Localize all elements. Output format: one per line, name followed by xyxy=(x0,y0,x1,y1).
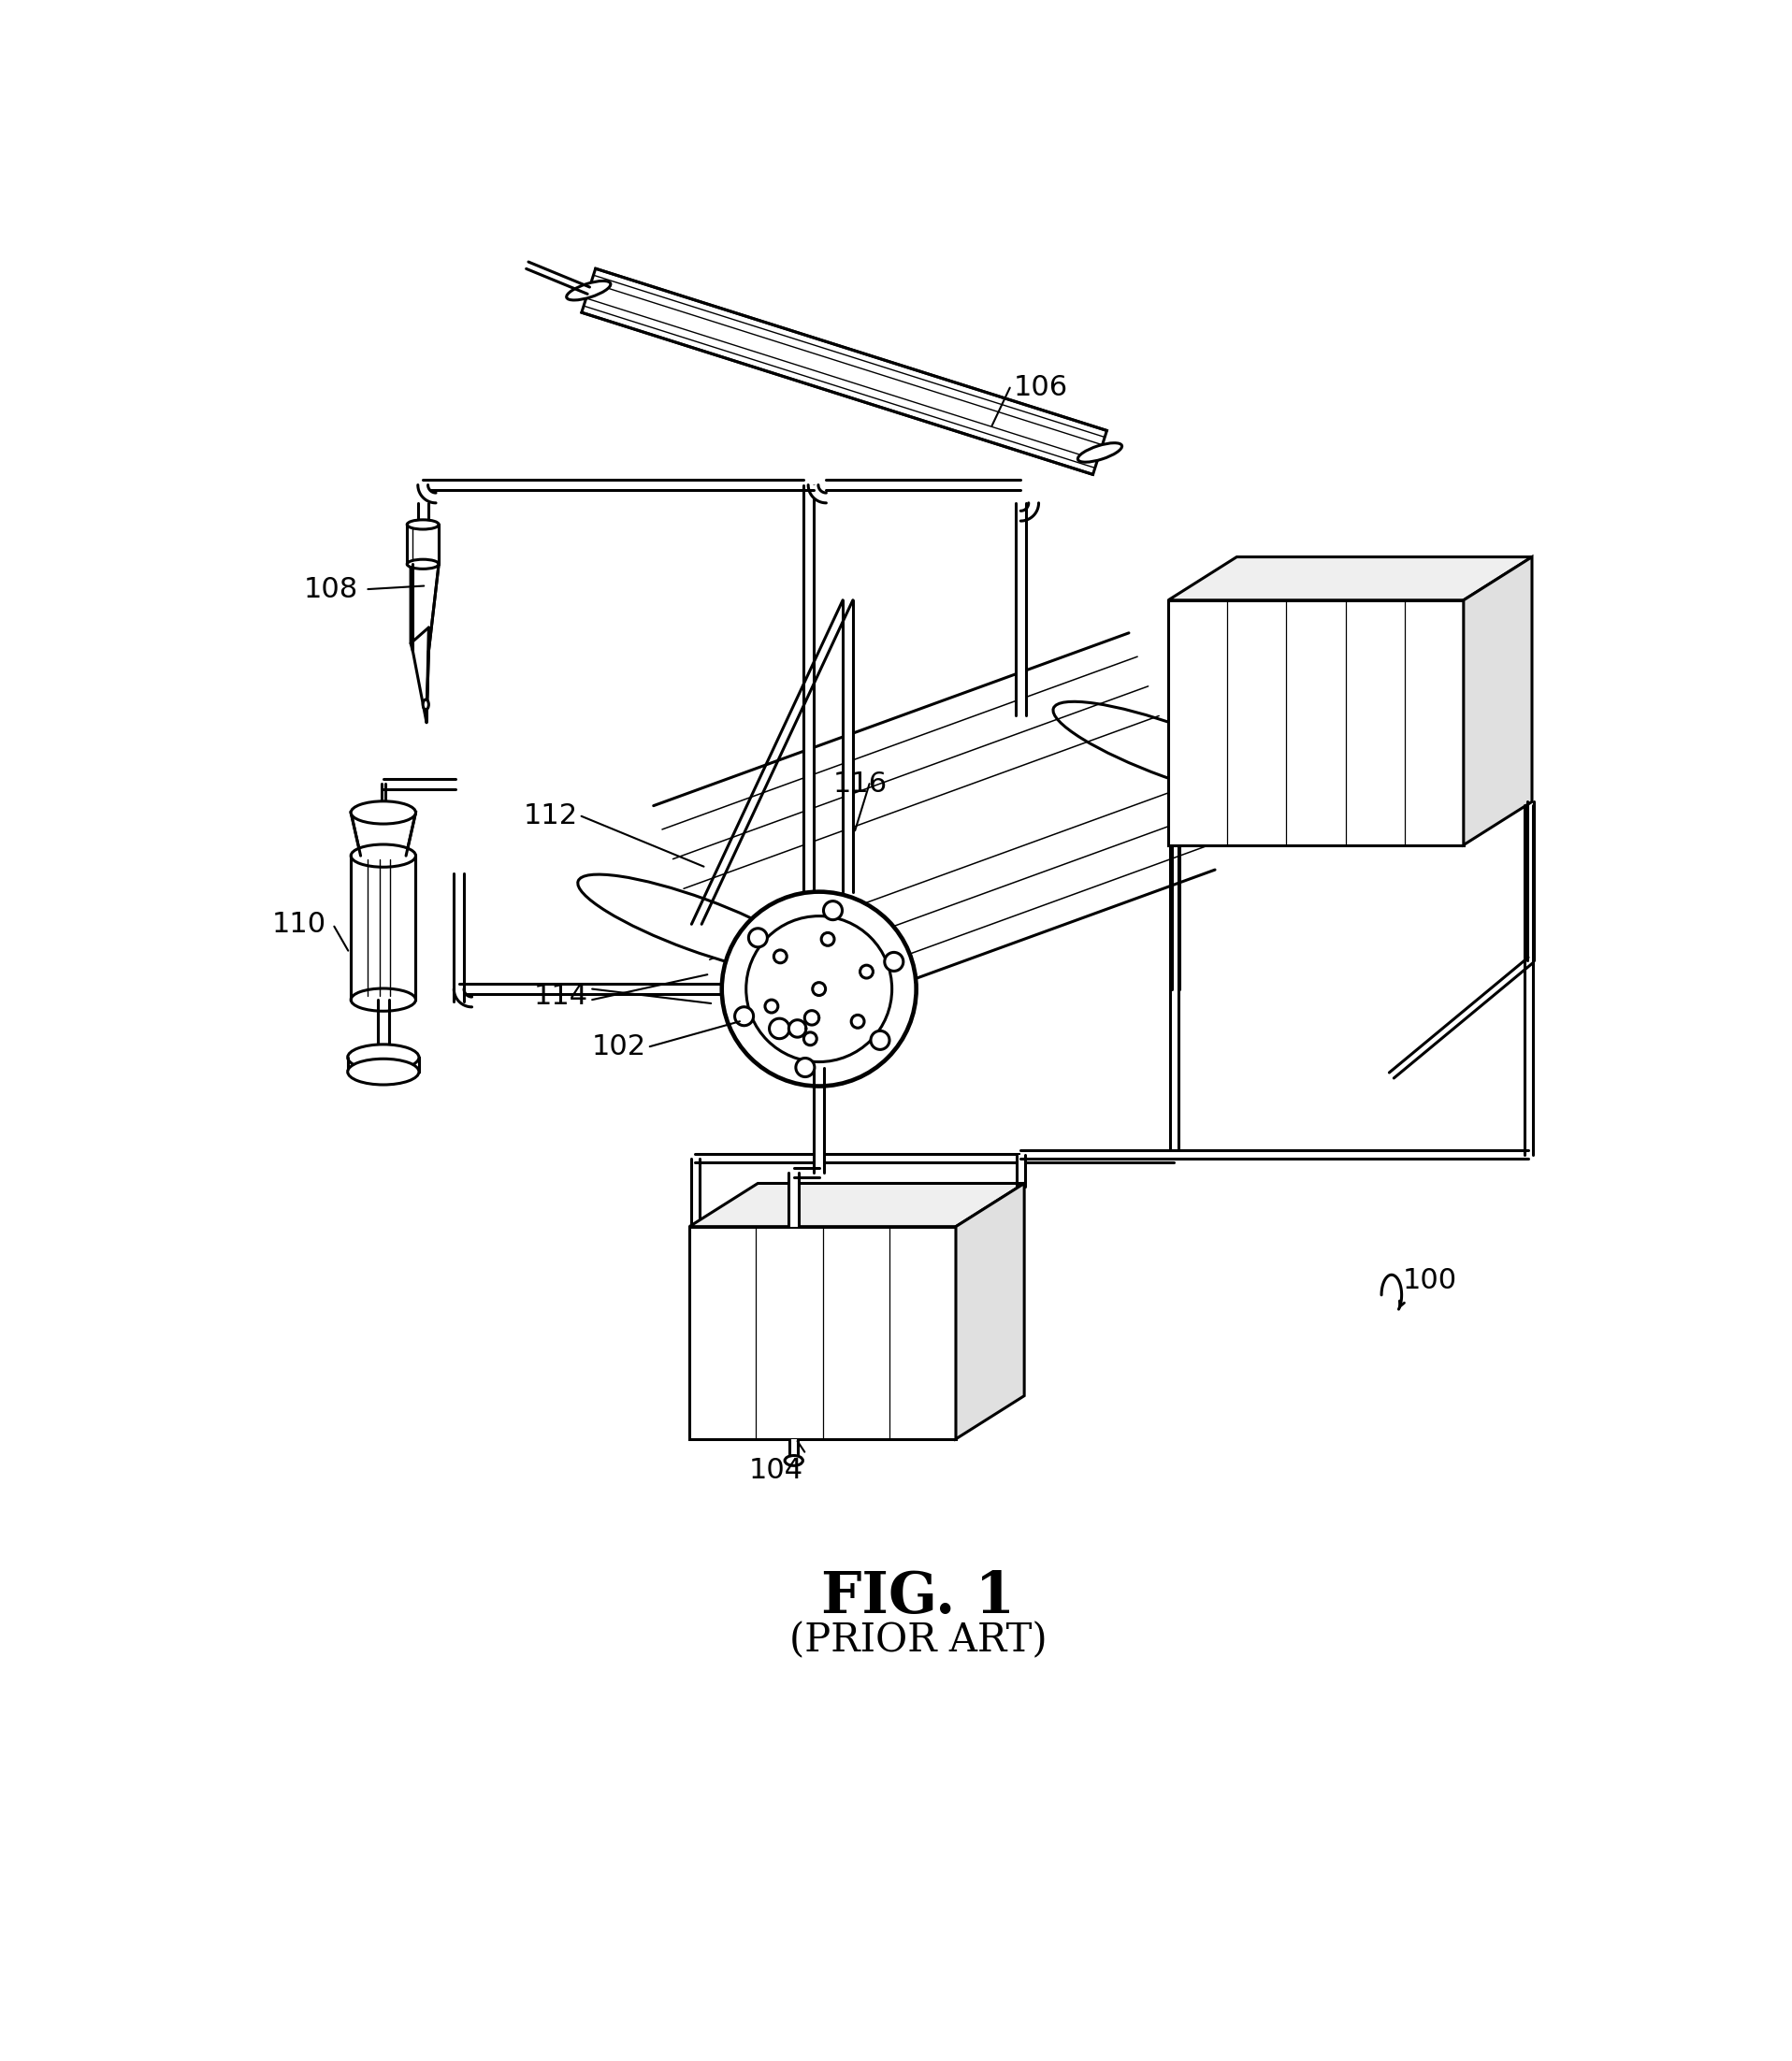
Polygon shape xyxy=(378,1000,389,1057)
Polygon shape xyxy=(794,1167,819,1177)
Polygon shape xyxy=(1464,556,1532,845)
Polygon shape xyxy=(1527,802,1534,960)
Polygon shape xyxy=(690,1226,955,1439)
Polygon shape xyxy=(1170,845,1179,1158)
Polygon shape xyxy=(1168,556,1532,600)
Polygon shape xyxy=(788,1020,806,1037)
Ellipse shape xyxy=(351,845,416,868)
Text: 106: 106 xyxy=(1014,375,1068,402)
Ellipse shape xyxy=(749,927,767,948)
Ellipse shape xyxy=(735,1008,753,1026)
Ellipse shape xyxy=(860,965,873,979)
Polygon shape xyxy=(1389,958,1532,1078)
Text: 108: 108 xyxy=(305,575,358,604)
Polygon shape xyxy=(418,484,435,503)
Ellipse shape xyxy=(805,1033,817,1045)
Polygon shape xyxy=(803,484,814,503)
Ellipse shape xyxy=(423,699,428,709)
Ellipse shape xyxy=(745,915,892,1061)
Polygon shape xyxy=(1021,1150,1529,1158)
Ellipse shape xyxy=(824,901,842,919)
Polygon shape xyxy=(769,1018,790,1039)
Polygon shape xyxy=(582,268,1107,474)
Polygon shape xyxy=(418,503,428,565)
Polygon shape xyxy=(1172,600,1179,989)
Polygon shape xyxy=(788,1173,799,1226)
Polygon shape xyxy=(654,633,1215,1043)
Ellipse shape xyxy=(722,892,916,1086)
Polygon shape xyxy=(955,1183,1025,1439)
Polygon shape xyxy=(410,565,412,651)
Polygon shape xyxy=(695,1154,1174,1162)
Polygon shape xyxy=(412,565,439,723)
Ellipse shape xyxy=(851,1014,864,1028)
Text: 112: 112 xyxy=(523,802,577,831)
Ellipse shape xyxy=(871,1030,889,1049)
Polygon shape xyxy=(1016,1154,1025,1187)
Polygon shape xyxy=(351,812,416,855)
Polygon shape xyxy=(814,1068,824,1173)
Ellipse shape xyxy=(796,1057,815,1076)
Ellipse shape xyxy=(348,1059,419,1084)
Ellipse shape xyxy=(407,559,439,569)
Polygon shape xyxy=(459,983,722,993)
Ellipse shape xyxy=(566,280,611,301)
Ellipse shape xyxy=(407,519,439,530)
Polygon shape xyxy=(1523,806,1532,1154)
Polygon shape xyxy=(423,480,808,491)
Polygon shape xyxy=(453,989,471,1008)
Polygon shape xyxy=(826,480,1021,491)
Polygon shape xyxy=(1016,515,1025,715)
Ellipse shape xyxy=(765,1000,778,1012)
Ellipse shape xyxy=(1054,701,1290,802)
Ellipse shape xyxy=(1077,443,1122,462)
Polygon shape xyxy=(348,1057,419,1072)
Text: 104: 104 xyxy=(749,1457,803,1484)
Polygon shape xyxy=(808,484,826,503)
Ellipse shape xyxy=(351,989,416,1012)
Ellipse shape xyxy=(348,1045,419,1070)
Polygon shape xyxy=(692,1158,699,1226)
Text: 116: 116 xyxy=(833,771,887,798)
Ellipse shape xyxy=(785,1455,803,1465)
Text: 114: 114 xyxy=(534,983,588,1010)
Polygon shape xyxy=(803,484,814,892)
Polygon shape xyxy=(1168,600,1464,845)
Polygon shape xyxy=(383,779,455,789)
Ellipse shape xyxy=(821,934,835,946)
Polygon shape xyxy=(351,855,416,1000)
Ellipse shape xyxy=(722,892,916,1086)
Text: 102: 102 xyxy=(591,1033,647,1059)
Ellipse shape xyxy=(351,802,416,824)
Polygon shape xyxy=(790,1439,797,1461)
Ellipse shape xyxy=(774,950,787,962)
Text: (PRIOR ART): (PRIOR ART) xyxy=(790,1620,1047,1661)
Polygon shape xyxy=(690,1183,1025,1226)
Ellipse shape xyxy=(885,952,903,971)
Text: 100: 100 xyxy=(1403,1268,1457,1294)
Text: FIG. 1: FIG. 1 xyxy=(821,1568,1016,1626)
Polygon shape xyxy=(842,600,853,892)
Ellipse shape xyxy=(812,983,826,995)
Text: 110: 110 xyxy=(272,911,326,938)
Polygon shape xyxy=(407,526,439,565)
Polygon shape xyxy=(805,1010,819,1024)
Polygon shape xyxy=(1021,503,1039,521)
Ellipse shape xyxy=(577,874,815,975)
